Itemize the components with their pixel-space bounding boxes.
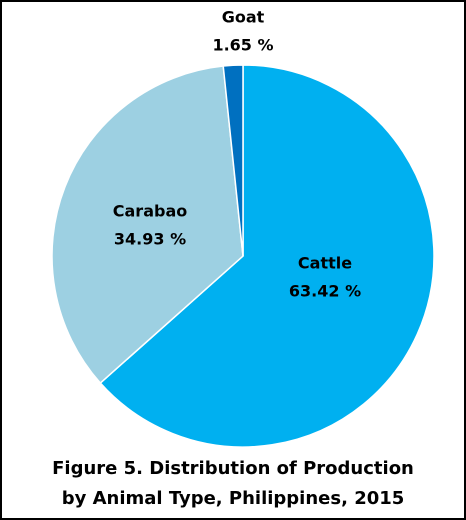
slice-value-label: 63.42 % (289, 282, 361, 301)
pie-slice (99, 64, 435, 448)
slice-name-label: Carabao (113, 202, 187, 221)
slice-name-label: Cattle (298, 254, 352, 273)
pie-slice (51, 65, 244, 385)
slice-value-label: 1.65 % (212, 36, 273, 55)
slice-value-label: 34.93 % (114, 230, 186, 249)
chart: Cattle 63.42 % Carabao 34.93 % Goat 1.65 % (51, 8, 435, 448)
slice-name-label: Goat (222, 8, 265, 27)
chart-title: Figure 5. Distribution of Production by … (52, 458, 414, 509)
pie-slice (222, 64, 244, 257)
